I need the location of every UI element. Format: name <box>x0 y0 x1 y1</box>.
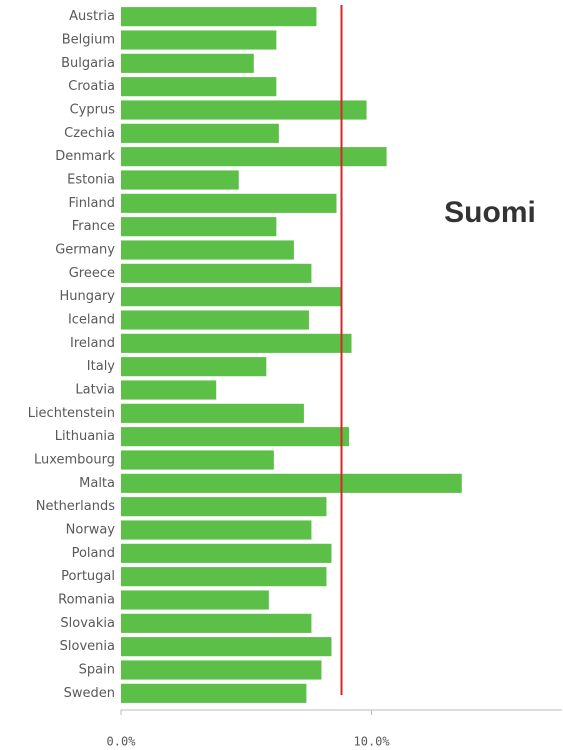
y-tick-label: Latvia <box>75 383 115 398</box>
y-tick-label: Cyprus <box>70 103 116 118</box>
bar <box>121 380 217 400</box>
y-tick-label: Germany <box>55 243 115 258</box>
bar <box>121 193 337 213</box>
bar <box>121 567 327 587</box>
y-tick-label: Romania <box>58 593 115 608</box>
y-tick-label: Greece <box>69 266 115 281</box>
y-tick-label: Malta <box>79 476 115 491</box>
y-tick-label: Hungary <box>59 289 115 304</box>
bar <box>121 613 312 633</box>
y-tick-label: Sweden <box>64 686 115 701</box>
y-tick-label: Ireland <box>70 336 115 351</box>
bar <box>121 310 309 330</box>
y-tick-label: Czechia <box>64 126 115 141</box>
y-tick-label: Poland <box>72 546 115 561</box>
bar <box>121 497 327 517</box>
bar <box>121 333 352 353</box>
y-tick-label: Lithuania <box>55 429 115 444</box>
y-tick-label: Finland <box>69 196 115 211</box>
y-tick-label: Denmark <box>55 149 115 164</box>
y-tick-label: Belgium <box>62 33 115 48</box>
y-tick-label: Estonia <box>67 173 115 188</box>
bar <box>121 427 350 447</box>
y-tick-label: France <box>72 219 115 234</box>
y-tick-label: Slovakia <box>60 616 115 631</box>
x-tick-label: 10.0% <box>354 735 391 749</box>
y-tick-label: Slovenia <box>60 639 115 654</box>
bar <box>121 123 279 143</box>
bar <box>121 7 317 27</box>
bar <box>121 77 277 97</box>
y-tick-label: Bulgaria <box>61 56 115 71</box>
bar <box>121 683 307 703</box>
x-tick-label: 0.0% <box>107 735 137 749</box>
bar <box>121 403 304 423</box>
bar <box>121 100 367 120</box>
y-tick-label: Netherlands <box>36 499 115 514</box>
annotation: Suomi <box>444 196 536 229</box>
bar <box>121 450 274 470</box>
y-tick-label: Austria <box>69 9 115 24</box>
bar <box>121 240 294 260</box>
bar <box>121 520 312 540</box>
y-tick-label: Portugal <box>61 569 115 584</box>
y-tick-label: Luxembourg <box>34 453 115 468</box>
bar <box>121 637 332 657</box>
y-tick-label: Norway <box>66 523 116 538</box>
bar <box>121 543 332 563</box>
y-tick-label: Croatia <box>68 79 115 94</box>
y-tick-label: Spain <box>79 663 115 678</box>
y-tick-label: Liechtenstein <box>28 406 115 421</box>
bar <box>121 473 462 493</box>
bar <box>121 30 277 50</box>
y-tick-label: Italy <box>87 359 116 374</box>
bar <box>121 147 387 167</box>
bar <box>121 660 322 680</box>
y-tick-label: Iceland <box>68 313 115 328</box>
bar <box>121 263 312 283</box>
bar <box>121 287 342 307</box>
bar <box>121 170 239 190</box>
bar <box>121 590 269 610</box>
bar <box>121 53 254 73</box>
bar <box>121 357 267 377</box>
bar <box>121 217 277 237</box>
